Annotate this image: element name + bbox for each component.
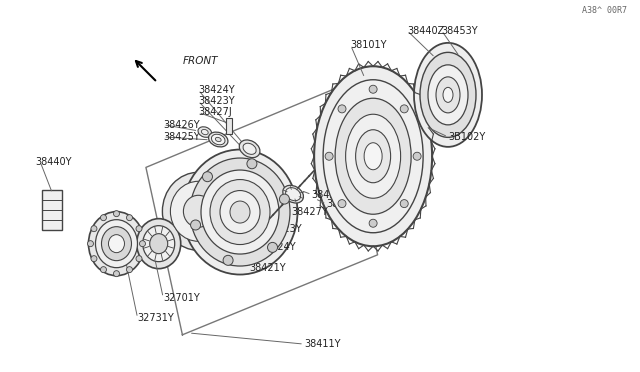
Bar xyxy=(226,118,232,134)
Ellipse shape xyxy=(202,129,208,135)
Circle shape xyxy=(268,243,278,252)
Ellipse shape xyxy=(182,150,298,275)
Ellipse shape xyxy=(428,65,468,125)
Text: 32731Y: 32731Y xyxy=(138,313,174,323)
Ellipse shape xyxy=(346,114,401,198)
Text: 38426Y: 38426Y xyxy=(163,120,200,129)
Ellipse shape xyxy=(190,158,290,266)
Ellipse shape xyxy=(184,195,213,227)
Ellipse shape xyxy=(323,80,423,233)
Circle shape xyxy=(113,271,120,277)
Ellipse shape xyxy=(239,140,260,158)
Ellipse shape xyxy=(143,226,175,262)
Text: 38423Y: 38423Y xyxy=(266,224,302,234)
Circle shape xyxy=(400,200,408,208)
Circle shape xyxy=(338,200,346,208)
Ellipse shape xyxy=(283,185,303,203)
Ellipse shape xyxy=(436,77,460,113)
Circle shape xyxy=(400,105,408,113)
Circle shape xyxy=(369,219,377,227)
Circle shape xyxy=(369,85,377,93)
Ellipse shape xyxy=(209,132,228,147)
Circle shape xyxy=(223,255,233,265)
Ellipse shape xyxy=(314,66,432,246)
Ellipse shape xyxy=(243,143,256,154)
Ellipse shape xyxy=(150,234,168,254)
Ellipse shape xyxy=(198,127,212,137)
Ellipse shape xyxy=(230,201,250,223)
Circle shape xyxy=(127,267,132,273)
Text: 38440Y: 38440Y xyxy=(35,157,72,167)
Ellipse shape xyxy=(210,180,270,244)
Circle shape xyxy=(91,226,97,232)
Text: 3B102Y: 3B102Y xyxy=(448,132,485,142)
Text: 38423Y: 38423Y xyxy=(198,96,235,106)
Ellipse shape xyxy=(364,143,382,170)
Circle shape xyxy=(191,220,200,230)
Ellipse shape xyxy=(109,235,125,253)
Text: 38101Y: 38101Y xyxy=(351,41,387,50)
Circle shape xyxy=(325,152,333,160)
Circle shape xyxy=(280,194,289,204)
Text: 38425Y: 38425Y xyxy=(163,132,200,142)
Circle shape xyxy=(88,241,93,247)
Ellipse shape xyxy=(335,98,411,214)
Ellipse shape xyxy=(95,219,138,268)
Text: FRONT: FRONT xyxy=(182,57,218,66)
Ellipse shape xyxy=(102,227,131,261)
Text: 38453Y: 38453Y xyxy=(442,26,478,35)
Text: 38425Y: 38425Y xyxy=(312,190,348,199)
Ellipse shape xyxy=(215,137,221,142)
Text: 38421Y: 38421Y xyxy=(250,263,286,273)
Text: 38411Y: 38411Y xyxy=(304,339,340,349)
Text: 38427Y: 38427Y xyxy=(291,207,328,217)
Circle shape xyxy=(338,105,346,113)
Ellipse shape xyxy=(163,172,234,250)
Circle shape xyxy=(113,211,120,217)
Circle shape xyxy=(100,267,106,273)
Circle shape xyxy=(127,215,132,221)
Ellipse shape xyxy=(356,130,390,183)
Ellipse shape xyxy=(201,170,279,254)
Ellipse shape xyxy=(443,87,453,102)
Bar xyxy=(42,190,63,230)
Ellipse shape xyxy=(170,181,227,241)
Ellipse shape xyxy=(420,52,476,137)
Text: A38^ 00R7: A38^ 00R7 xyxy=(582,6,627,15)
Circle shape xyxy=(247,159,257,169)
Circle shape xyxy=(136,226,142,232)
Circle shape xyxy=(202,172,212,182)
Circle shape xyxy=(140,241,145,247)
Circle shape xyxy=(413,152,421,160)
Text: 38426Y: 38426Y xyxy=(326,199,363,209)
Text: 38424Y: 38424Y xyxy=(198,85,235,95)
Ellipse shape xyxy=(88,212,145,276)
Text: 38427J: 38427J xyxy=(198,108,232,117)
Ellipse shape xyxy=(211,134,225,145)
Ellipse shape xyxy=(285,187,301,201)
Circle shape xyxy=(136,256,142,262)
Text: 38424Y: 38424Y xyxy=(259,243,296,252)
Ellipse shape xyxy=(220,190,260,234)
Ellipse shape xyxy=(137,219,180,269)
Circle shape xyxy=(100,215,106,221)
Ellipse shape xyxy=(414,43,482,147)
Text: 32701Y: 32701Y xyxy=(163,293,200,302)
Circle shape xyxy=(91,256,97,262)
Text: 38440Z: 38440Z xyxy=(407,26,444,35)
